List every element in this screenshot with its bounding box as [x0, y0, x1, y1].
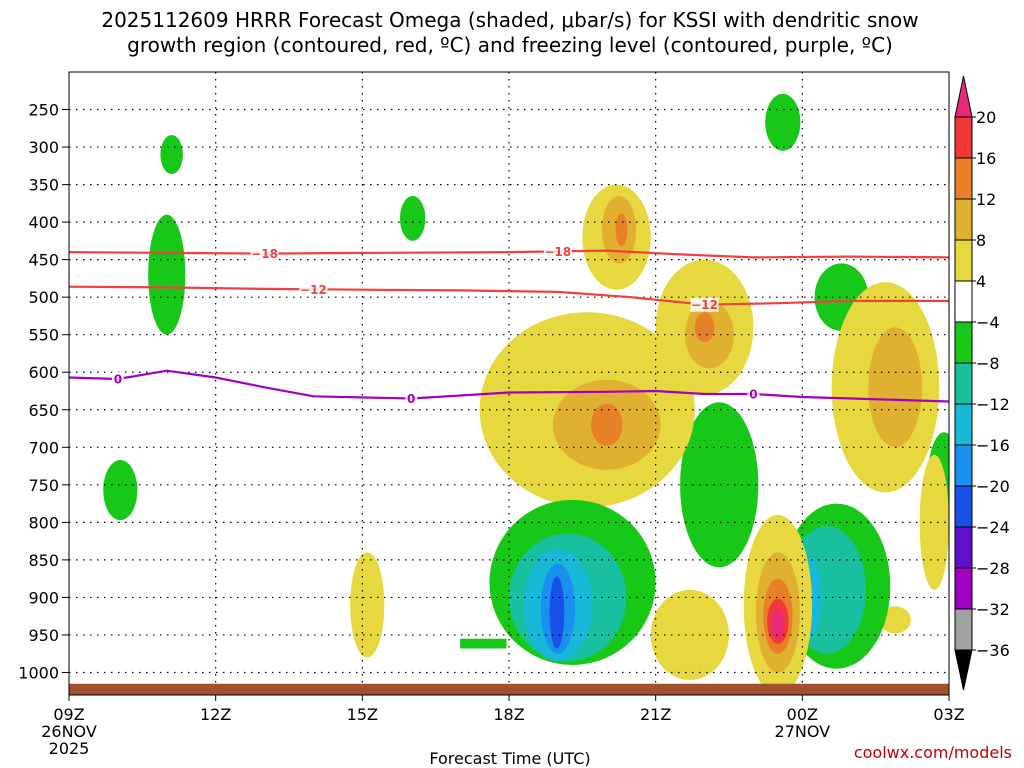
y-tick-label-800: 800	[28, 513, 59, 532]
isotherm-label-dgz-bottom-1: −12	[691, 298, 718, 312]
isotherm-label-dgz-top-1: −18	[545, 245, 572, 259]
isotherm-label-bg-freezing-level-2	[747, 387, 760, 402]
isotherm-label-bg-dgz-bottom-0	[299, 282, 328, 297]
x-tick-label-00Z: 00Z	[787, 705, 818, 724]
x-tick-label-15Z: 15Z	[347, 705, 378, 724]
credit-text: coolwx.com/models	[854, 743, 1012, 762]
omega-region-8	[350, 552, 385, 658]
y-tick-label-750: 750	[28, 476, 59, 495]
chart-title-line-2: growth region (contoured, red, ºC) and f…	[127, 33, 893, 57]
colorbar-bottom-arrow	[954, 649, 973, 691]
y-tick-label-300: 300	[28, 138, 59, 157]
colorbar-swatch-2	[954, 198, 973, 241]
colorbar-label-10: −24	[976, 518, 1010, 537]
y-tick-label-550: 550	[28, 326, 59, 345]
y-tick-label-250: 250	[28, 101, 59, 120]
colorbar-swatch-12	[954, 608, 973, 651]
x-tick-label-18Z: 18Z	[493, 705, 524, 724]
colorbar-swatch-5	[954, 321, 973, 364]
y-tick-label-950: 950	[28, 626, 59, 645]
colorbar-label-6: −8	[976, 354, 1000, 373]
y-tick-label-350: 350	[28, 176, 59, 195]
y-tick-label-600: 600	[28, 363, 59, 382]
omega-region-31	[650, 589, 730, 680]
colorbar-swatch-1	[954, 157, 973, 200]
colorbar-swatch-7	[954, 403, 973, 446]
colorbar-swatch-6	[954, 362, 973, 405]
x-tick-label-12Z: 12Z	[200, 705, 231, 724]
colorbar-label-11: −28	[976, 559, 1010, 578]
colorbar-swatch-3	[954, 239, 973, 282]
colorbar-label-4: 4	[976, 272, 986, 291]
omega-region-9	[879, 606, 911, 634]
omega-small-region-0	[460, 638, 507, 649]
colorbar-label-8: −16	[976, 436, 1010, 455]
x-tick-year-09Z: 2025	[49, 739, 90, 758]
isotherm-label-bg-freezing-level-0	[111, 371, 124, 386]
colorbar-label-1: 16	[976, 149, 996, 168]
isotherm-label-freezing-level-1: 0	[407, 392, 415, 406]
y-tick-label-400: 400	[28, 213, 59, 232]
isotherm-label-dgz-top-0: −18	[251, 247, 278, 261]
isotherm-freezing-level	[69, 369, 949, 403]
isotherm-dgz-bottom	[69, 285, 949, 306]
x-tick-label-03Z: 03Z	[933, 705, 964, 724]
omega-region-18	[868, 327, 923, 448]
isotherm-label-bg-dgz-top-1	[543, 244, 572, 259]
colorbar-label-12: −32	[976, 600, 1010, 619]
colorbar-swatch-11	[954, 567, 973, 610]
isotherm-label-bg-freezing-level-1	[405, 391, 418, 406]
isotherm-label-bg-dgz-bottom-1	[690, 297, 719, 312]
y-tick-label-450: 450	[28, 251, 59, 270]
omega-region-26	[549, 576, 565, 649]
omega-region-21	[591, 403, 623, 446]
y-tick-label-650: 650	[28, 401, 59, 420]
colorbar-swatch-4	[954, 280, 973, 323]
colorbar-label-9: −20	[976, 477, 1010, 496]
omega-region-1	[148, 214, 186, 335]
colorbar-label-2: 12	[976, 190, 996, 209]
y-tick-label-1000: 1000	[18, 663, 59, 682]
isotherm-label-dgz-bottom-0: −12	[300, 283, 327, 297]
omega-region-3	[399, 195, 426, 241]
colorbar-label-7: −12	[976, 395, 1010, 414]
y-tick-label-500: 500	[28, 288, 59, 307]
y-tick-label-900: 900	[28, 588, 59, 607]
omega-region-2	[103, 460, 138, 521]
omega-region-4	[765, 93, 801, 151]
x-axis-label: Forecast Time (UTC)	[429, 749, 590, 768]
colorbar-swatch-10	[954, 526, 973, 569]
dotted-gridlines	[69, 72, 949, 695]
colorbar-label-0: 20	[976, 108, 996, 127]
omega-region-13	[615, 213, 628, 247]
y-tick-label-700: 700	[28, 438, 59, 457]
y-tick-label-850: 850	[28, 551, 59, 570]
temperature-contours: −18 −18 −12 −12 0 0 0	[69, 244, 949, 406]
isotherm-label-bg-dgz-top-0	[250, 246, 279, 261]
x-tick-date-00Z: 27NOV	[775, 722, 831, 741]
omega-region-10	[919, 454, 949, 590]
omega-region-36	[771, 608, 785, 639]
colorbar-label-5: −4	[976, 313, 1000, 332]
colorbar-label-3: 8	[976, 231, 986, 250]
x-tick-label-21Z: 21Z	[640, 705, 671, 724]
colorbar-label-13: −36	[976, 641, 1010, 660]
isotherm-label-freezing-level-0: 0	[114, 372, 122, 386]
terrain-fill	[69, 683, 949, 695]
colorbar: 20 16 12 8 4 −4 −8 −12 −16 −20 −24 −28 −32 −36	[954, 75, 1010, 691]
colorbar-swatch-9	[954, 485, 973, 528]
omega-region-0	[160, 135, 183, 175]
x-tick-date-09Z: 26NOV	[41, 722, 97, 741]
colorbar-swatch-0	[954, 116, 973, 159]
colorbar-swatch-8	[954, 444, 973, 487]
y-axis: 250 300 350 400 450 500 550 600 650 700 750 800 850 9…	[18, 101, 69, 682]
omega-region-6	[680, 402, 759, 568]
chart-title-line-1: 2025112609 HRRR Forecast Omega (shaded, …	[101, 8, 918, 32]
omega-shading	[103, 93, 949, 695]
x-tick-label-09Z: 09Z	[53, 705, 84, 724]
isotherm-label-freezing-level-2: 0	[749, 388, 757, 402]
omega-region-16	[694, 312, 715, 343]
